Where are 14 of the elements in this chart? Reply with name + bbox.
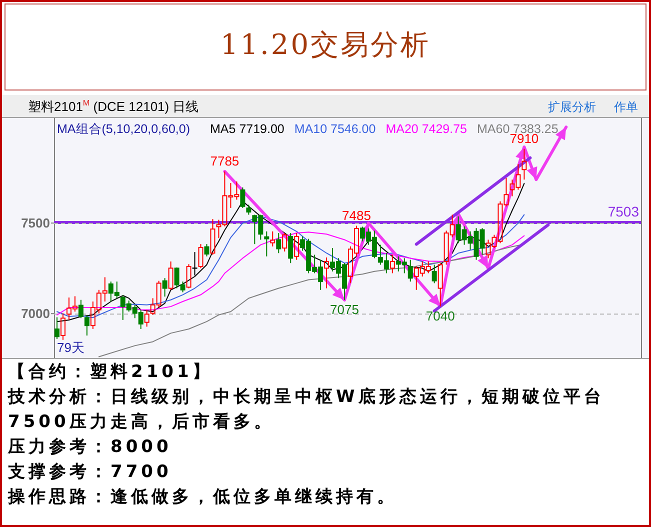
y-tick-label: 7000 — [21, 306, 50, 322]
y-tick-label: 7500 — [21, 216, 50, 231]
annotation: 7075 — [330, 302, 359, 318]
text: MA5 7719.00 — [210, 122, 284, 136]
text: MA20 7429.75 — [386, 122, 468, 136]
annotation: 7040 — [426, 308, 455, 324]
annotation: 7485 — [342, 208, 371, 223]
title: 11.20交易分析 — [219, 27, 432, 63]
legend-title: MA组合(5,10,20,0,60,0) — [57, 122, 190, 136]
ref-line-label: 7503 — [608, 204, 640, 220]
subtitle: 塑料2101$^{M}$ (DCE 12101) 日线 — [28, 98, 199, 116]
annotation: 79天 — [57, 340, 84, 355]
annotation: 7785 — [210, 153, 240, 168]
text: MA10 7546.00 — [294, 122, 376, 136]
